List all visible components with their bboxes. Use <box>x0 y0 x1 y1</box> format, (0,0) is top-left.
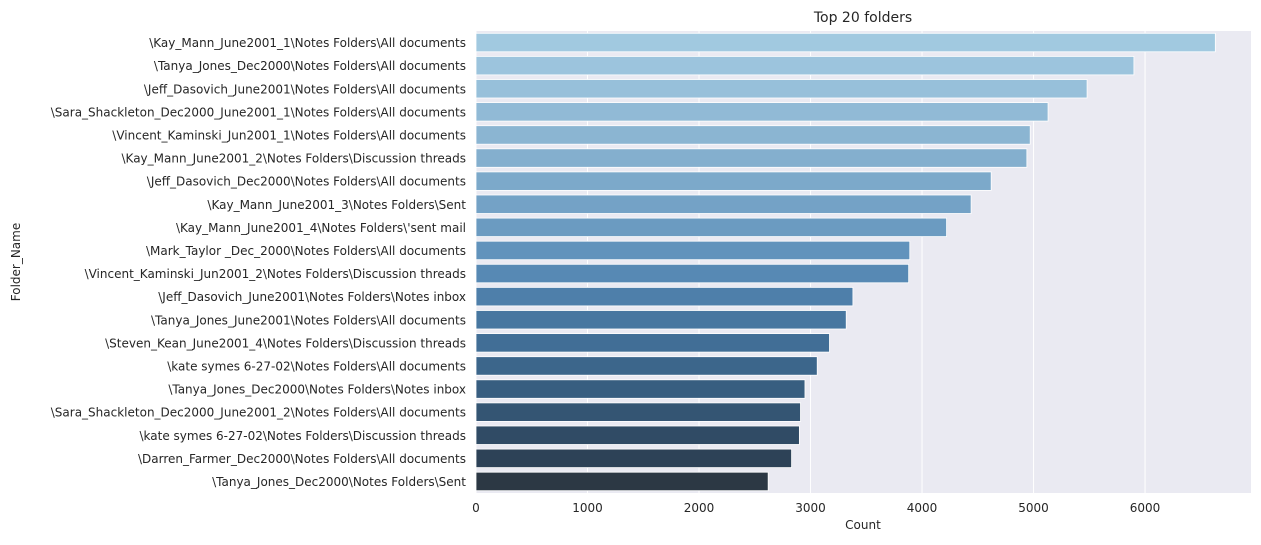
bar <box>475 56 1135 76</box>
y-tick-label: \kate symes 6-27-02\Notes Folders\All do… <box>167 359 466 373</box>
bar <box>475 240 911 261</box>
bar <box>475 471 769 492</box>
bar <box>475 263 910 284</box>
bar <box>475 402 801 422</box>
y-axis-label: Folder_Name <box>9 223 23 302</box>
bar <box>475 356 818 376</box>
bar <box>475 217 947 237</box>
bar <box>475 448 792 468</box>
y-tick-label: \Jeff_Dasovich_June2001\Notes Folders\No… <box>158 290 466 304</box>
bar <box>475 171 992 191</box>
y-tick-label: \Sara_Shackleton_Dec2000_June2001_2\Note… <box>51 406 466 420</box>
x-tick-labels: 0 1000 2000 3000 4000 5000 6000 <box>472 501 1160 515</box>
y-tick-label: \Sara_Shackleton_Dec2000_June2001_1\Note… <box>51 105 466 119</box>
bar <box>475 310 847 330</box>
x-tick-label: 3000 <box>795 501 826 515</box>
bar <box>475 32 1216 53</box>
bar <box>475 79 1088 99</box>
y-tick-label: \Tanya_Jones_Dec2000\Notes Folders\All d… <box>154 59 466 73</box>
y-tick-label: \Kay_Mann_June2001_4\Notes Folders\'sent… <box>176 221 466 235</box>
y-tick-label: \Vincent_Kaminski_Jun2001_1\Notes Folder… <box>112 128 466 142</box>
x-tick-label: 4000 <box>907 501 938 515</box>
plot-background <box>476 31 1251 493</box>
y-tick-labels: \Kay_Mann_June2001_1\Notes Folders\All d… <box>51 36 467 489</box>
bar <box>475 125 1031 145</box>
x-tick-label: 0 <box>472 501 480 515</box>
bar <box>475 379 806 399</box>
x-tick-label: 5000 <box>1018 501 1049 515</box>
y-tick-label: \Jeff_Dasovich_Dec2000\Notes Folders\All… <box>147 175 466 189</box>
bar <box>475 425 800 445</box>
y-tick-label: \Mark_Taylor _Dec_2000\Notes Folders\All… <box>146 244 466 258</box>
y-tick-label: \Tanya_Jones_Dec2000\Notes Folders\Sent <box>212 475 466 489</box>
chart-title: Top 20 folders <box>813 10 912 26</box>
y-tick-label: \Jeff_Dasovich_June2001\Notes Folders\Al… <box>144 82 466 96</box>
bars <box>475 32 1216 492</box>
x-axis-label: Count <box>845 518 881 532</box>
x-tick-label: 6000 <box>1130 501 1161 515</box>
bar <box>475 194 972 214</box>
x-tick-label: 2000 <box>684 501 715 515</box>
y-tick-label: \Tanya_Jones_June2001\Notes Folders\All … <box>151 313 466 327</box>
y-tick-label: \Steven_Kean_June2001_4\Notes Folders\Di… <box>105 336 466 350</box>
y-tick-label: \Kay_Mann_June2001_1\Notes Folders\All d… <box>149 36 466 50</box>
y-tick-label: \Tanya_Jones_Dec2000\Notes Folders\Notes… <box>168 383 466 397</box>
bar <box>475 287 854 307</box>
y-tick-label: \kate symes 6-27-02\Notes Folders\Discus… <box>140 429 466 443</box>
bar <box>475 333 830 353</box>
y-tick-label: \Vincent_Kaminski_Jun2001_2\Notes Folder… <box>85 267 466 281</box>
y-tick-label: \Kay_Mann_June2001_2\Notes Folders\Discu… <box>122 152 467 166</box>
bar <box>475 148 1028 168</box>
x-tick-label: 1000 <box>572 501 603 515</box>
y-tick-label: \Kay_Mann_June2001_3\Notes Folders\Sent <box>207 198 466 212</box>
y-tick-label: \Darren_Farmer_Dec2000\Notes Folders\All… <box>138 452 466 466</box>
bar <box>475 102 1049 122</box>
